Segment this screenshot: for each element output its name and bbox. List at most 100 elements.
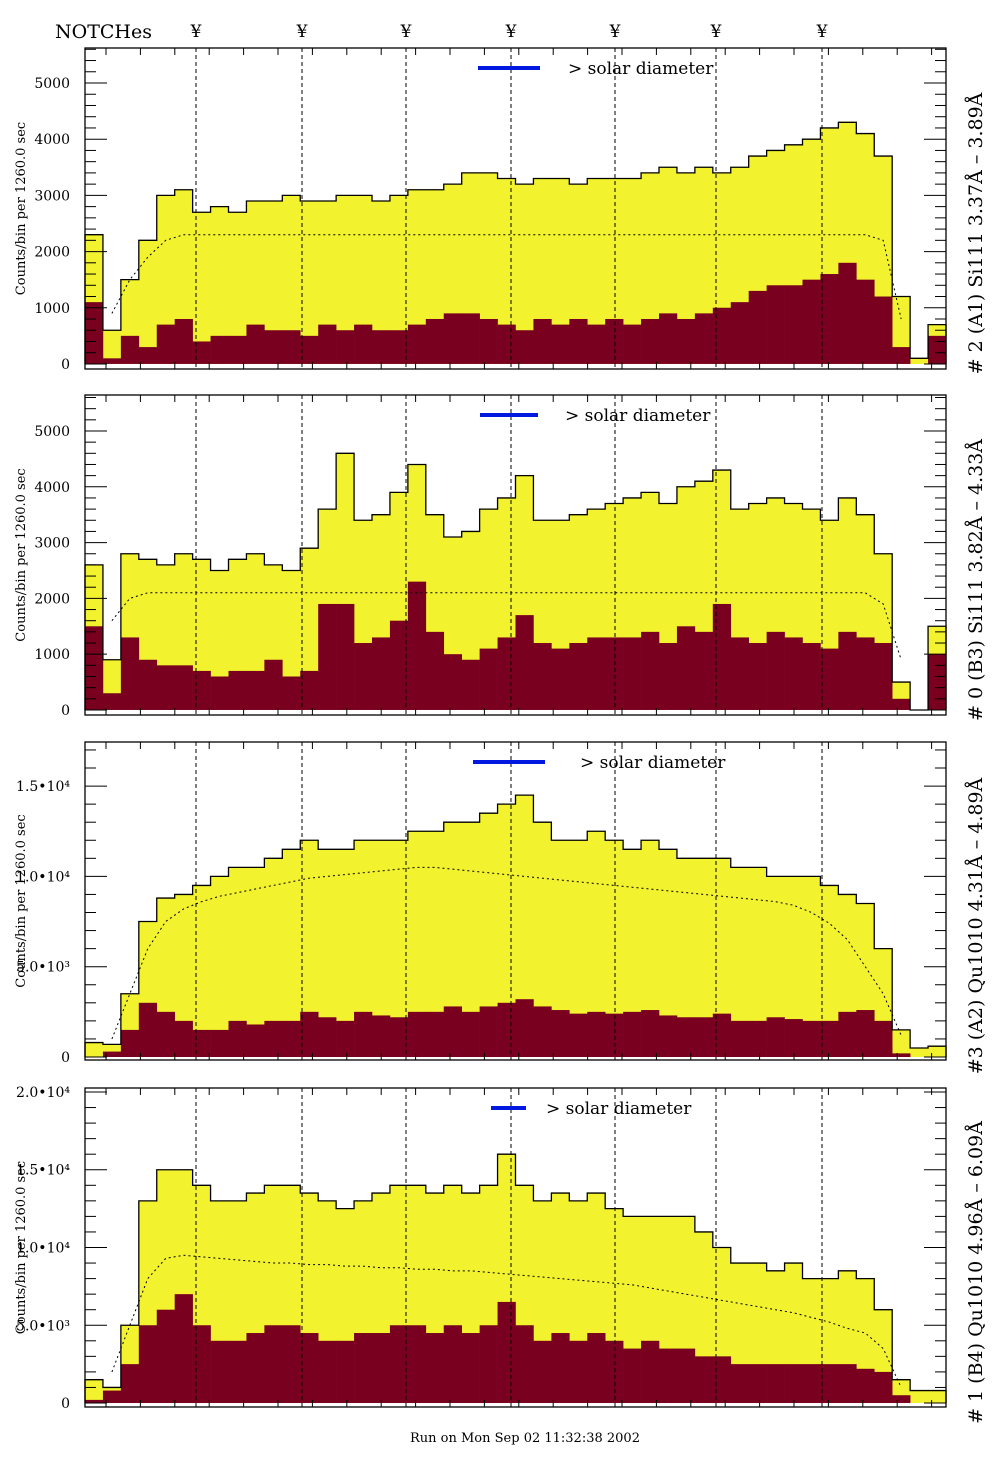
component-bar	[569, 1013, 588, 1058]
component-bar	[497, 1301, 516, 1404]
notches-label: NOTCHes	[55, 21, 152, 43]
component-bar	[659, 643, 678, 710]
component-bar	[874, 643, 893, 710]
component-bar	[354, 1011, 373, 1058]
component-bar	[515, 330, 534, 364]
component-bar	[856, 279, 875, 364]
component-bar	[120, 1029, 140, 1058]
y-axis-label: Counts/bin per 1260.0 sec	[14, 468, 29, 641]
component-bar	[85, 302, 104, 364]
component-bar	[784, 1019, 803, 1058]
component-bar	[443, 1006, 462, 1058]
component-bar	[730, 302, 749, 364]
component-bar	[282, 1020, 301, 1058]
component-bar	[156, 665, 175, 710]
component-bar	[587, 1333, 606, 1404]
component-bar	[461, 659, 480, 710]
component-bar	[156, 324, 175, 364]
y-tick-label: 0	[61, 357, 70, 373]
component-bar	[659, 1348, 678, 1404]
notch-symbol: ¥	[190, 22, 202, 42]
component-bar	[838, 631, 857, 710]
component-bar	[174, 1294, 193, 1404]
component-bar	[228, 670, 247, 710]
component-bar	[802, 643, 821, 710]
component-bar	[138, 659, 158, 710]
component-bar	[838, 1011, 857, 1058]
component-bar	[856, 1368, 875, 1404]
component-bar	[138, 1325, 158, 1404]
component-bar	[497, 1002, 516, 1058]
component-bar	[282, 1325, 301, 1404]
component-bar	[587, 1011, 606, 1058]
component-bar	[820, 1020, 839, 1058]
component-bar	[425, 1333, 445, 1404]
component-bar	[138, 347, 158, 364]
component-bar	[102, 1390, 122, 1404]
component-bar	[928, 654, 947, 710]
solar-diameter-label: > solar diameter	[568, 59, 714, 79]
component-bar	[784, 637, 803, 710]
component-bar	[354, 1333, 373, 1404]
component-bar	[892, 347, 911, 364]
component-bar	[318, 1017, 337, 1058]
plot-frame	[84, 47, 947, 370]
component-bar	[784, 285, 803, 364]
component-bar	[264, 659, 283, 710]
component-bar	[192, 341, 211, 364]
component-bar	[228, 1020, 247, 1058]
component-bar	[174, 665, 193, 710]
panel-title: # 2 (A1) Si111 3.37Å – 3.89Å	[965, 92, 987, 374]
total-counts-outline	[84, 121, 947, 364]
component-bar	[300, 670, 319, 710]
y-tick-label: 1.5•10⁴	[16, 779, 70, 795]
component-bar	[730, 1020, 749, 1058]
run-timestamp: Run on Mon Sep 02 11:32:38 2002	[410, 1431, 640, 1446]
component-bar	[874, 1371, 893, 1404]
component-bar	[659, 313, 678, 364]
component-bar	[551, 324, 570, 364]
component-bar	[641, 631, 660, 710]
component-bar	[407, 581, 427, 710]
component-bar	[246, 670, 265, 710]
component-bar	[174, 318, 193, 364]
component-bar	[623, 1348, 642, 1404]
component-bar	[533, 643, 552, 710]
component-bar	[425, 1011, 445, 1058]
y-tick-label: 2000	[34, 245, 70, 261]
component-bar	[102, 693, 122, 710]
component-bar	[389, 620, 409, 710]
y-tick-label: 5.0•10³	[16, 1318, 70, 1334]
component-bar	[569, 318, 588, 364]
component-bar	[264, 330, 283, 364]
component-bar	[336, 330, 355, 364]
plot-frame	[84, 394, 947, 716]
component-bar	[318, 324, 337, 364]
component-bar	[102, 358, 122, 364]
component-bar	[336, 1340, 355, 1404]
component-bar	[874, 296, 893, 364]
panel-title: #3 (A2) Qu1010 4.31Å – 4.89Å	[965, 777, 987, 1074]
component-bar	[676, 626, 696, 710]
component-bar	[138, 1002, 158, 1058]
component-bar	[730, 637, 749, 710]
component-bar	[102, 1051, 122, 1058]
component-bar	[372, 1333, 391, 1404]
component-bar	[694, 1017, 714, 1058]
component-bar	[282, 676, 301, 710]
notch-symbol: ¥	[710, 22, 722, 42]
total-counts-outline	[84, 794, 947, 1057]
component-bar	[623, 324, 642, 364]
component-bar	[784, 1364, 803, 1404]
component-bar	[461, 1011, 480, 1058]
component-bar	[748, 1020, 767, 1058]
panel-title: # 1 (B4) Qu1010 4.96Å – 6.09Å	[965, 1121, 987, 1424]
component-bar	[354, 643, 373, 710]
y-tick-label: 4000	[34, 480, 70, 496]
component-bar	[748, 290, 767, 364]
component-bar	[712, 603, 732, 710]
component-bar	[892, 698, 911, 710]
y-tick-label: 0	[61, 703, 70, 719]
component-bar	[192, 1029, 211, 1058]
y-tick-label: 5.0•10³	[16, 960, 70, 976]
